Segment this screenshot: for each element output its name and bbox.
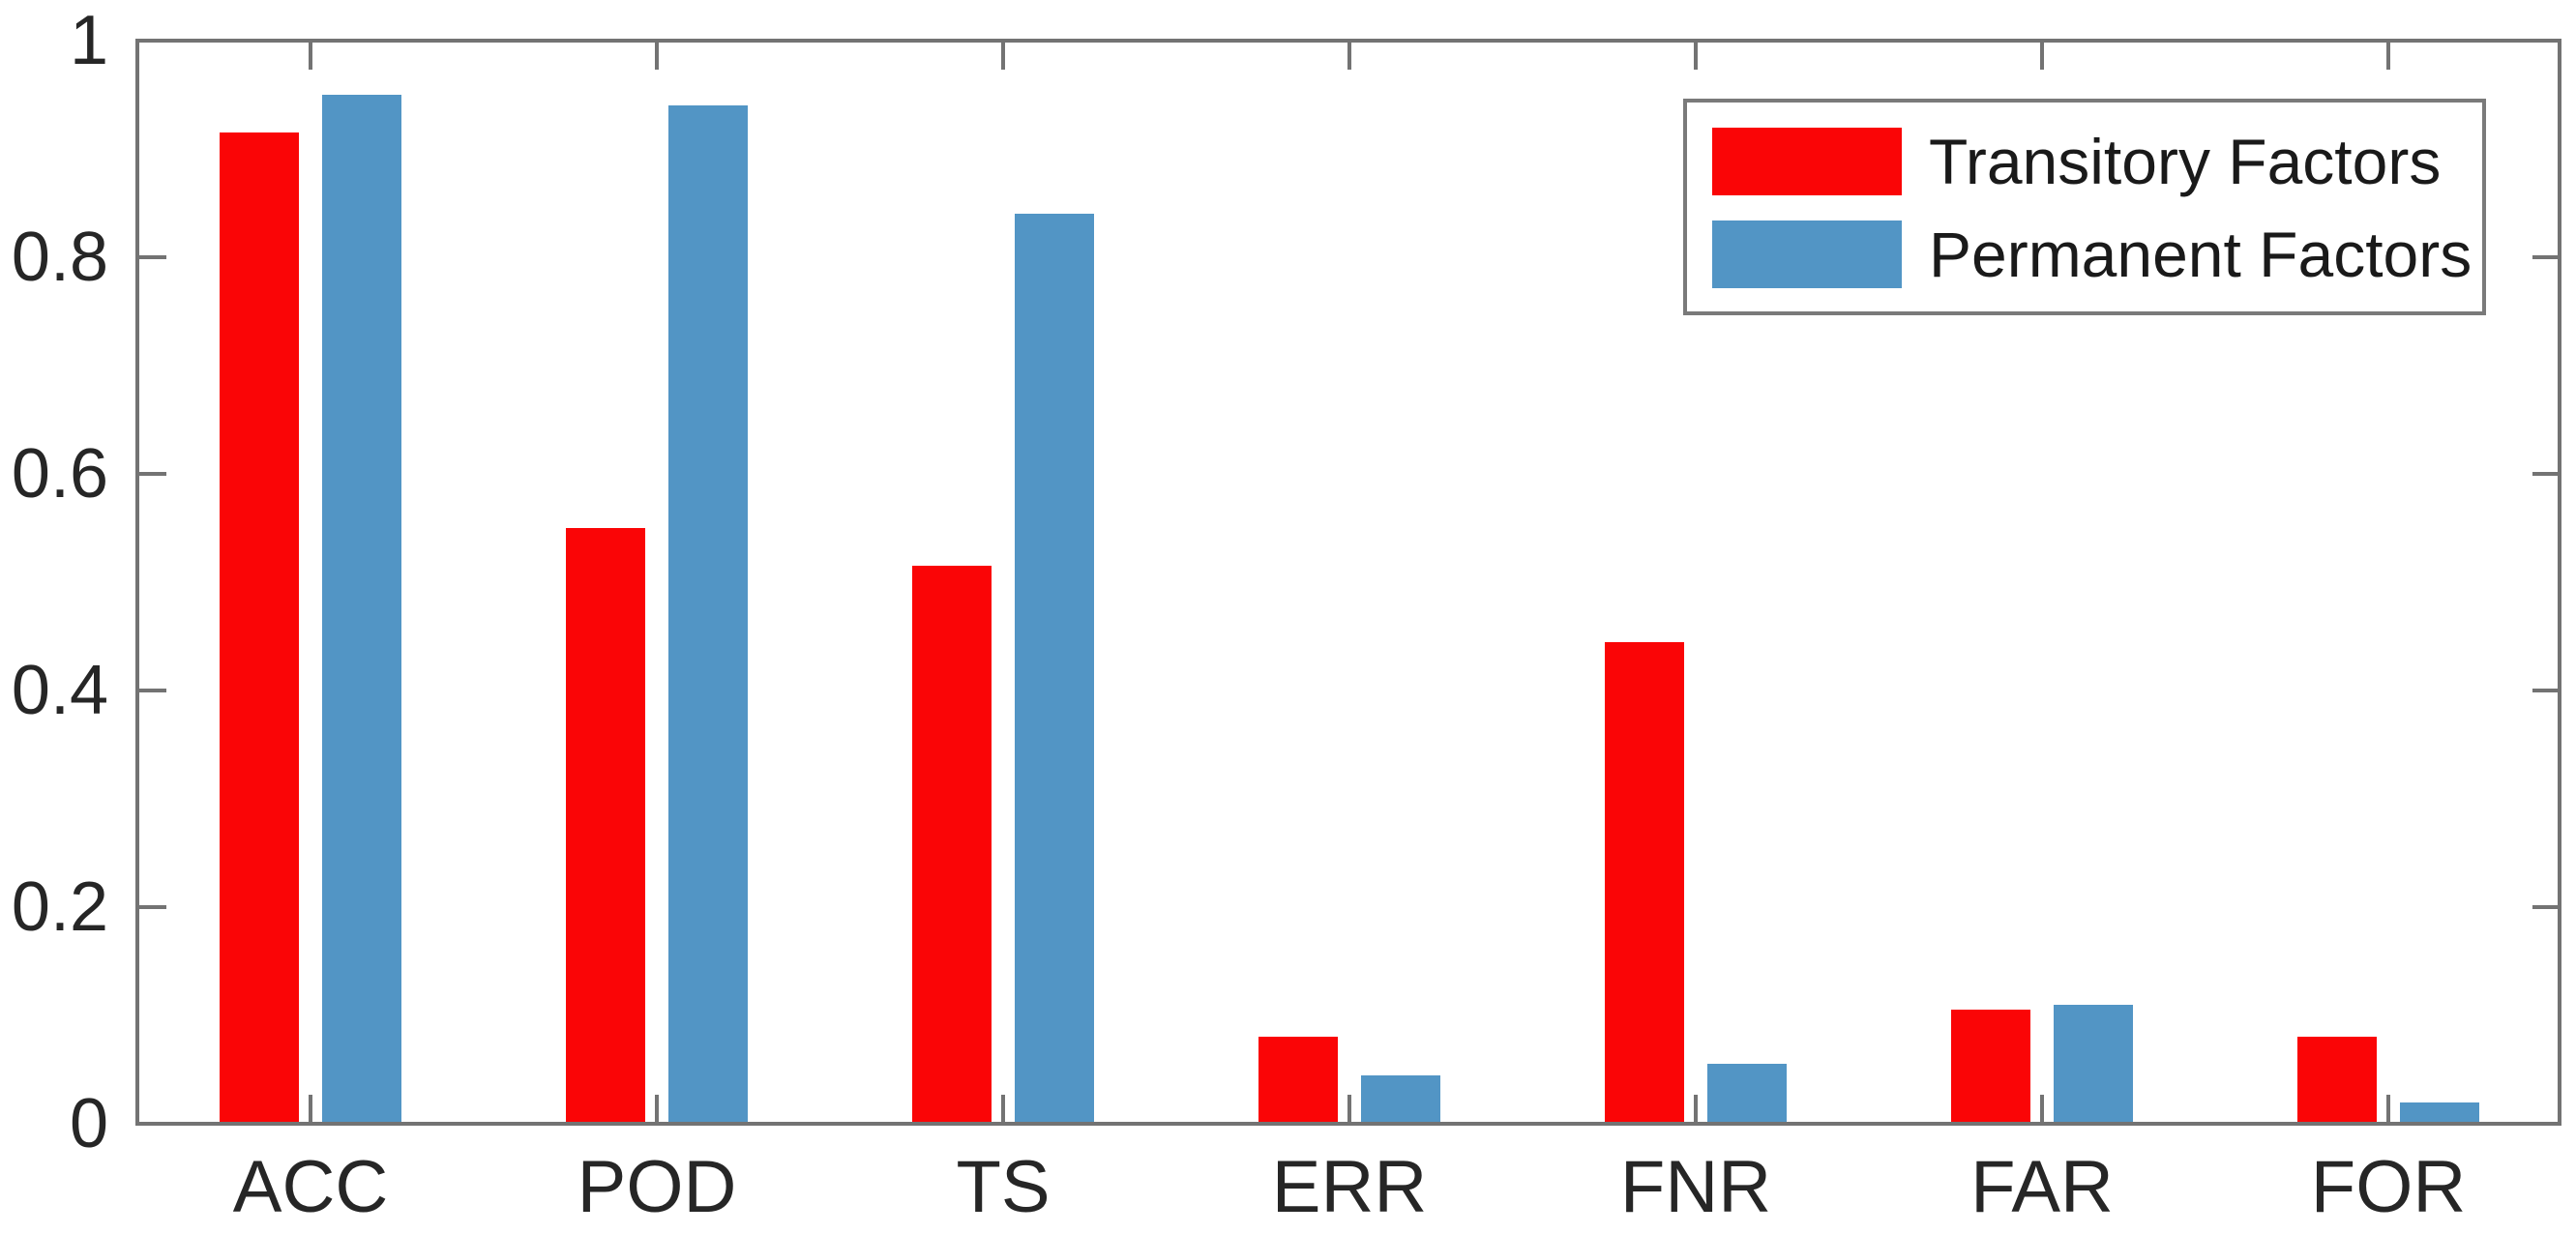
x-tick-mark-top	[1347, 41, 1351, 70]
y-tick-mark-left	[137, 689, 166, 692]
y-tick-mark-right	[2532, 905, 2561, 909]
bar-transitory-FAR	[1951, 1010, 2030, 1124]
bar-permanent-FNR	[1707, 1064, 1787, 1124]
legend-label-permanent-factors: Permanent Factors	[1929, 219, 2472, 290]
x-tick-mark-top	[1001, 41, 1005, 70]
y-tick-label: 0.6	[11, 435, 108, 513]
bar-transitory-POD	[566, 528, 645, 1124]
x-category-label-FAR: FAR	[1970, 1146, 2114, 1228]
x-category-label-POD: POD	[577, 1146, 737, 1228]
x-category-label-ACC: ACC	[232, 1146, 389, 1228]
y-tick-mark-left	[137, 905, 166, 909]
bar-transitory-ACC	[220, 132, 299, 1124]
x-tick-mark-bottom	[1694, 1095, 1698, 1124]
x-tick-mark-top	[1694, 41, 1698, 70]
y-tick-label: 0.4	[11, 652, 108, 729]
x-tick-mark-top	[2386, 41, 2390, 70]
x-tick-mark-bottom	[2386, 1095, 2390, 1124]
x-tick-mark-bottom	[655, 1095, 659, 1124]
y-tick-mark-right	[2532, 472, 2561, 476]
bar-transitory-TS	[912, 566, 992, 1124]
x-tick-mark-top	[309, 41, 312, 70]
y-tick-label: 0.8	[11, 219, 108, 296]
bar-transitory-FOR	[2297, 1037, 2377, 1124]
y-tick-mark-left	[137, 255, 166, 259]
legend-item-permanent: Permanent Factors	[1712, 219, 2482, 290]
bar-permanent-ACC	[322, 95, 401, 1124]
x-tick-mark-bottom	[2040, 1095, 2044, 1124]
x-tick-mark-bottom	[1001, 1095, 1005, 1124]
bar-transitory-ERR	[1258, 1037, 1338, 1124]
bar-permanent-FAR	[2054, 1005, 2133, 1124]
x-category-label-TS: TS	[956, 1146, 1051, 1228]
legend: Transitory Factors Permanent Factors	[1683, 99, 2486, 315]
x-tick-mark-bottom	[309, 1095, 312, 1124]
y-tick-label: 0	[69, 1085, 108, 1162]
y-tick-mark-right	[2532, 39, 2561, 43]
y-tick-mark-left	[137, 472, 166, 476]
bar-permanent-POD	[668, 105, 748, 1124]
bar-permanent-TS	[1015, 214, 1094, 1124]
y-tick-label: 1	[69, 2, 108, 79]
x-tick-mark-bottom	[1347, 1095, 1351, 1124]
bar-permanent-FOR	[2400, 1102, 2479, 1124]
bar-permanent-ERR	[1361, 1075, 1440, 1124]
legend-label-transitory-factors: Transitory Factors	[1929, 126, 2442, 197]
x-category-label-FNR: FNR	[1619, 1146, 1772, 1228]
y-tick-label: 0.2	[11, 868, 108, 946]
legend-swatch-permanent-factors	[1712, 220, 1902, 288]
x-category-label-FOR: FOR	[2310, 1146, 2467, 1228]
y-tick-mark-right	[2532, 1122, 2561, 1126]
bar-transitory-FNR	[1605, 642, 1684, 1124]
legend-item-transitory: Transitory Factors	[1712, 126, 2482, 197]
y-tick-mark-right	[2532, 689, 2561, 692]
x-category-label-ERR: ERR	[1271, 1146, 1428, 1228]
y-tick-mark-right	[2532, 255, 2561, 259]
y-tick-mark-left	[137, 39, 166, 43]
legend-swatch-transitory-factors	[1712, 128, 1902, 195]
y-tick-mark-left	[137, 1122, 166, 1126]
x-tick-mark-top	[2040, 41, 2044, 70]
x-tick-mark-top	[655, 41, 659, 70]
